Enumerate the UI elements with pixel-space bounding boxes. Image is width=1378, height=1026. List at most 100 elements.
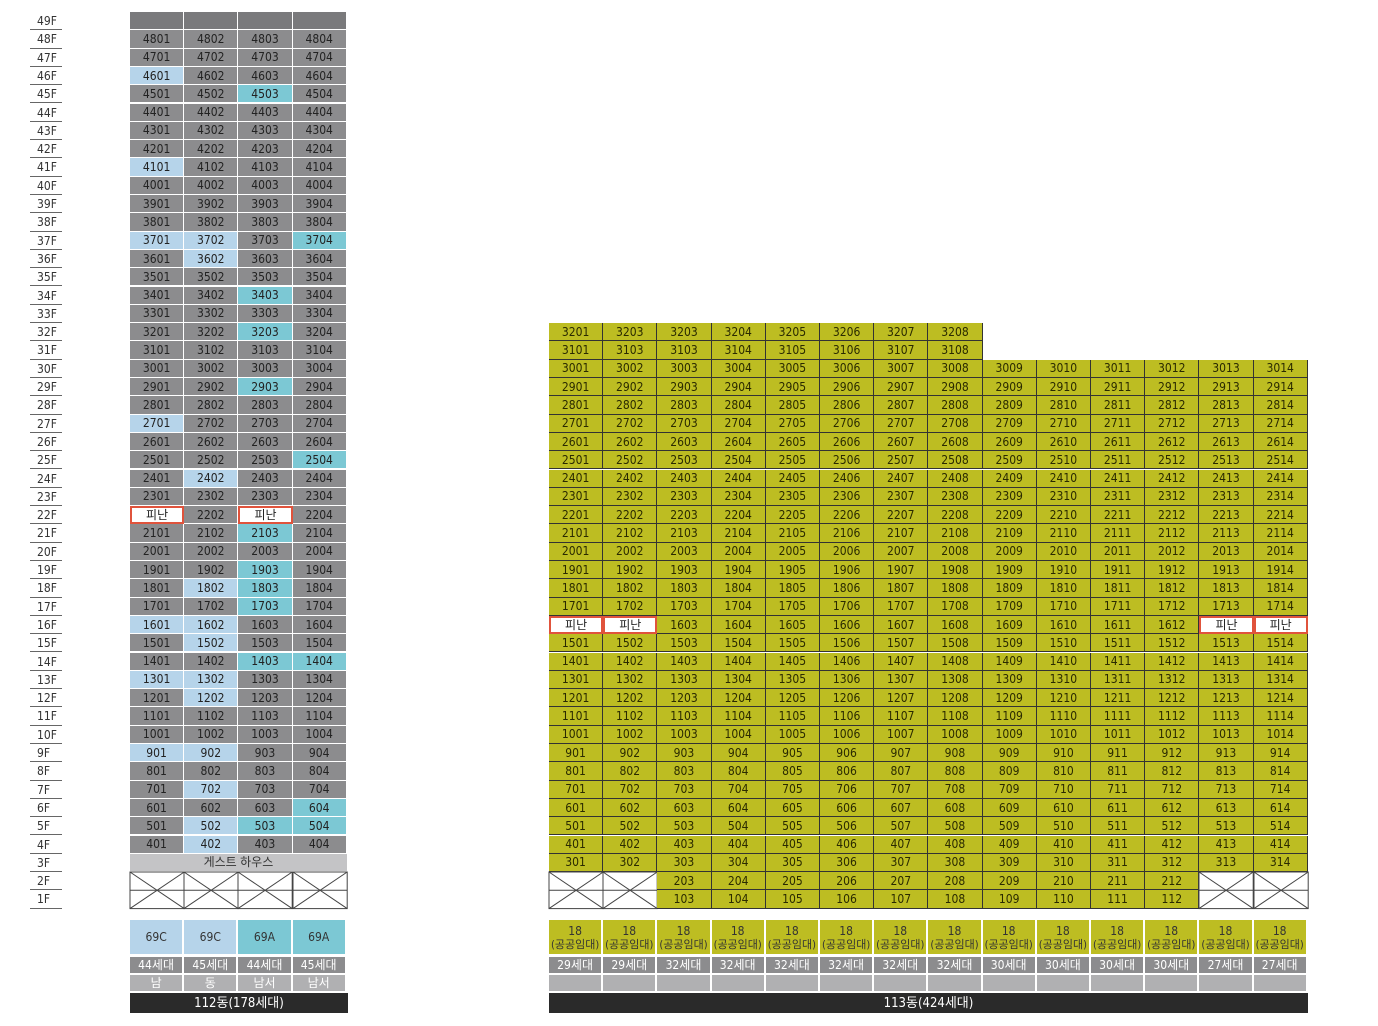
unit-cell: 1703 bbox=[238, 597, 293, 616]
unit-type-box: 18 (공공임대) bbox=[1036, 920, 1091, 954]
unit-cell: 4503 bbox=[238, 85, 293, 104]
unit-cell: 1804 bbox=[711, 579, 766, 598]
unit-cell: 3703 bbox=[238, 231, 293, 250]
unit-cell: 907 bbox=[874, 744, 929, 763]
unit-cell: 2403 bbox=[657, 469, 712, 488]
unit-cell: 1714 bbox=[1253, 597, 1308, 616]
unit-cell: 611 bbox=[1091, 798, 1146, 818]
unit-cell: 706 bbox=[820, 780, 875, 799]
unit-cell: 2209 bbox=[982, 506, 1037, 525]
unit-cell: 508 bbox=[928, 817, 983, 836]
unit-cell: 3107 bbox=[874, 341, 929, 360]
unit-cell: 4703 bbox=[238, 48, 293, 67]
orientation-label bbox=[820, 975, 875, 991]
unit-cell: 1711 bbox=[1091, 597, 1146, 616]
unit-cell: 211 bbox=[1091, 872, 1146, 891]
floor-label: 8F bbox=[30, 762, 62, 781]
unit-cell: 2601 bbox=[549, 432, 604, 452]
unit-cell: 2903 bbox=[238, 378, 293, 397]
unit-cell: 3904 bbox=[292, 195, 347, 214]
unit-cell: 806 bbox=[820, 762, 875, 781]
unit-cell: 1712 bbox=[1145, 597, 1200, 616]
unit-type-size: 18 bbox=[568, 923, 582, 938]
empty-cell bbox=[183, 871, 239, 910]
unit-cell: 2512 bbox=[1145, 451, 1200, 470]
unit-cell: 2414 bbox=[1253, 469, 1308, 488]
unit-cell: 2305 bbox=[765, 487, 820, 507]
unit-cell: 410 bbox=[1036, 835, 1091, 854]
unit-cell: 1514 bbox=[1253, 634, 1308, 653]
unit-cell: 2008 bbox=[928, 542, 983, 561]
unit-cell: 314 bbox=[1253, 853, 1308, 873]
unit-cell: 3204 bbox=[711, 323, 766, 342]
unit-type-box: 18 (공공임대) bbox=[1253, 920, 1308, 954]
unit-cell: 1903 bbox=[657, 561, 712, 580]
unit-cell: 2011 bbox=[1091, 542, 1146, 561]
unit-cell: 4201 bbox=[130, 140, 185, 159]
unit-cell: 402 bbox=[603, 835, 658, 854]
unit-cell: 904 bbox=[711, 744, 766, 763]
unit-cell: 208 bbox=[928, 872, 983, 891]
floor-label: 36F bbox=[30, 250, 62, 269]
empty-cell bbox=[129, 871, 185, 910]
unit-cell: 1004 bbox=[292, 725, 347, 744]
unit-cell: 3301 bbox=[130, 304, 185, 324]
household-count: 32세대 bbox=[820, 957, 875, 973]
unit-cell: 704 bbox=[711, 780, 766, 799]
unit-cell: 2908 bbox=[928, 378, 983, 397]
unit-cell: 1203 bbox=[657, 689, 712, 708]
unit-cell: 1803 bbox=[657, 579, 712, 598]
floor-label: 48F bbox=[30, 30, 62, 49]
unit-cell: 1702 bbox=[184, 597, 239, 616]
unit-cell: 1902 bbox=[184, 561, 239, 580]
unit-cell: 1202 bbox=[184, 689, 239, 708]
unit-cell: 501 bbox=[130, 817, 185, 836]
unit-cell: 2301 bbox=[549, 487, 604, 507]
unit-cell: 402 bbox=[184, 835, 239, 854]
unit-cell: 1709 bbox=[982, 597, 1037, 616]
floor-label: 45F bbox=[30, 85, 62, 104]
unit-cell: 1602 bbox=[184, 615, 239, 635]
unit-cell: 1908 bbox=[928, 561, 983, 580]
unit-cell: 712 bbox=[1145, 780, 1200, 799]
unit-cell: 1002 bbox=[603, 725, 658, 744]
unit-cell: 407 bbox=[874, 835, 929, 854]
unit-cell: 1103 bbox=[657, 707, 712, 726]
empty-cell bbox=[548, 871, 604, 910]
unit-cell: 2104 bbox=[711, 524, 766, 543]
unit-cell: 3802 bbox=[184, 213, 239, 232]
unit-cell: 2204 bbox=[292, 506, 347, 525]
unit-cell: 2802 bbox=[603, 396, 658, 415]
floor-label: 9F bbox=[30, 744, 62, 763]
unit-type-box: 18 (공공임대) bbox=[928, 920, 983, 954]
unit-cell: 2312 bbox=[1145, 487, 1200, 507]
household-count: 27세대 bbox=[1199, 957, 1254, 973]
unit-cell: 3102 bbox=[184, 341, 239, 360]
unit-cell: 2803 bbox=[657, 396, 712, 415]
unit-cell: 901 bbox=[549, 744, 604, 763]
unit-cell: 1612 bbox=[1145, 615, 1200, 635]
unit-type-label: (공공임대) bbox=[767, 937, 816, 951]
header-cell bbox=[238, 12, 293, 31]
unit-cell: 2505 bbox=[765, 451, 820, 470]
unit-cell: 2506 bbox=[820, 451, 875, 470]
unit-cell: 1409 bbox=[982, 652, 1037, 671]
unit-cell: 2005 bbox=[765, 542, 820, 561]
unit-cell: 1805 bbox=[765, 579, 820, 598]
unit-cell: 2012 bbox=[1145, 542, 1200, 561]
unit-cell: 1102 bbox=[184, 707, 239, 726]
floor-label: 46F bbox=[30, 67, 62, 86]
unit-cell: 2003 bbox=[238, 542, 293, 561]
unit-cell: 2905 bbox=[765, 378, 820, 397]
unit-cell: 1601 bbox=[130, 615, 185, 635]
unit-cell: 2113 bbox=[1199, 524, 1254, 543]
unit-cell: 2714 bbox=[1253, 414, 1308, 433]
unit-cell: 1604 bbox=[292, 615, 347, 635]
unit-cell: 4601 bbox=[130, 66, 185, 86]
unit-cell: 1901 bbox=[549, 561, 604, 580]
unit-cell: 1010 bbox=[1036, 725, 1091, 744]
unit-cell: 1503 bbox=[657, 634, 712, 653]
unit-cell: 2703 bbox=[657, 414, 712, 433]
unit-cell: 802 bbox=[184, 762, 239, 781]
unit-cell: 1308 bbox=[928, 670, 983, 690]
